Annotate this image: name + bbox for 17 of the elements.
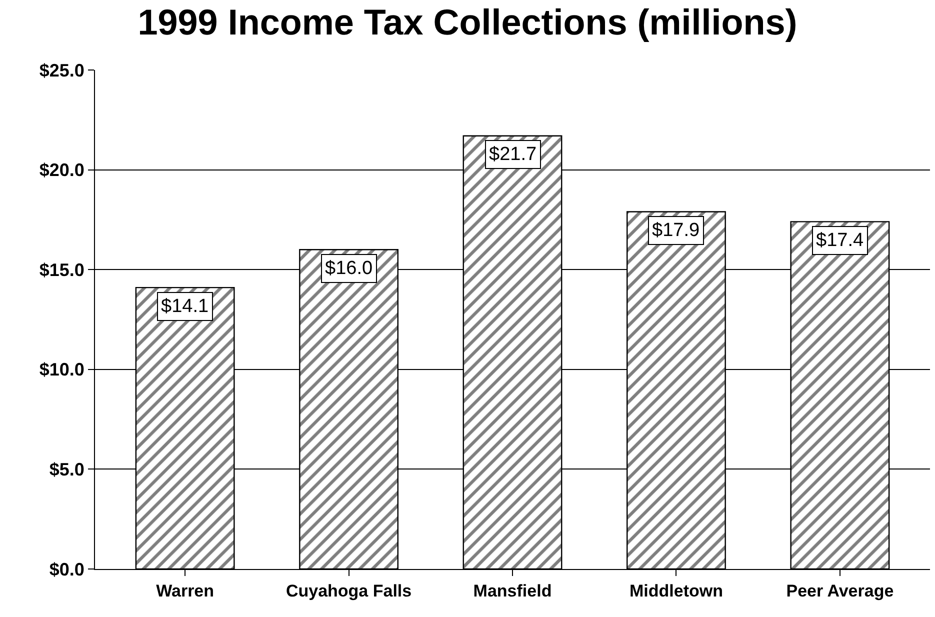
x-tick-label: Peer Average (786, 581, 894, 600)
y-tick-label: $15.0 (39, 260, 84, 280)
x-tick-label: Cuyahoga Falls (286, 581, 412, 600)
data-label: $16.0 (325, 258, 373, 279)
y-tick-label: $10.0 (39, 360, 84, 380)
y-tick-label: $25.0 (39, 60, 84, 80)
chart-title: 1999 Income Tax Collections (millions) (138, 1, 798, 42)
data-label: $14.1 (161, 296, 209, 317)
data-label: $17.4 (816, 230, 864, 251)
data-label: $17.9 (652, 220, 700, 241)
y-tick-label: $0.0 (49, 559, 84, 580)
x-tick-label: Warren (156, 581, 214, 600)
y-tick-label: $20.0 (39, 160, 84, 180)
data-label: $21.7 (489, 144, 537, 165)
x-tick-label: Mansfield (473, 581, 552, 600)
y-tick-label: $5.0 (49, 460, 84, 480)
x-tick-label: Middletown (629, 581, 723, 600)
